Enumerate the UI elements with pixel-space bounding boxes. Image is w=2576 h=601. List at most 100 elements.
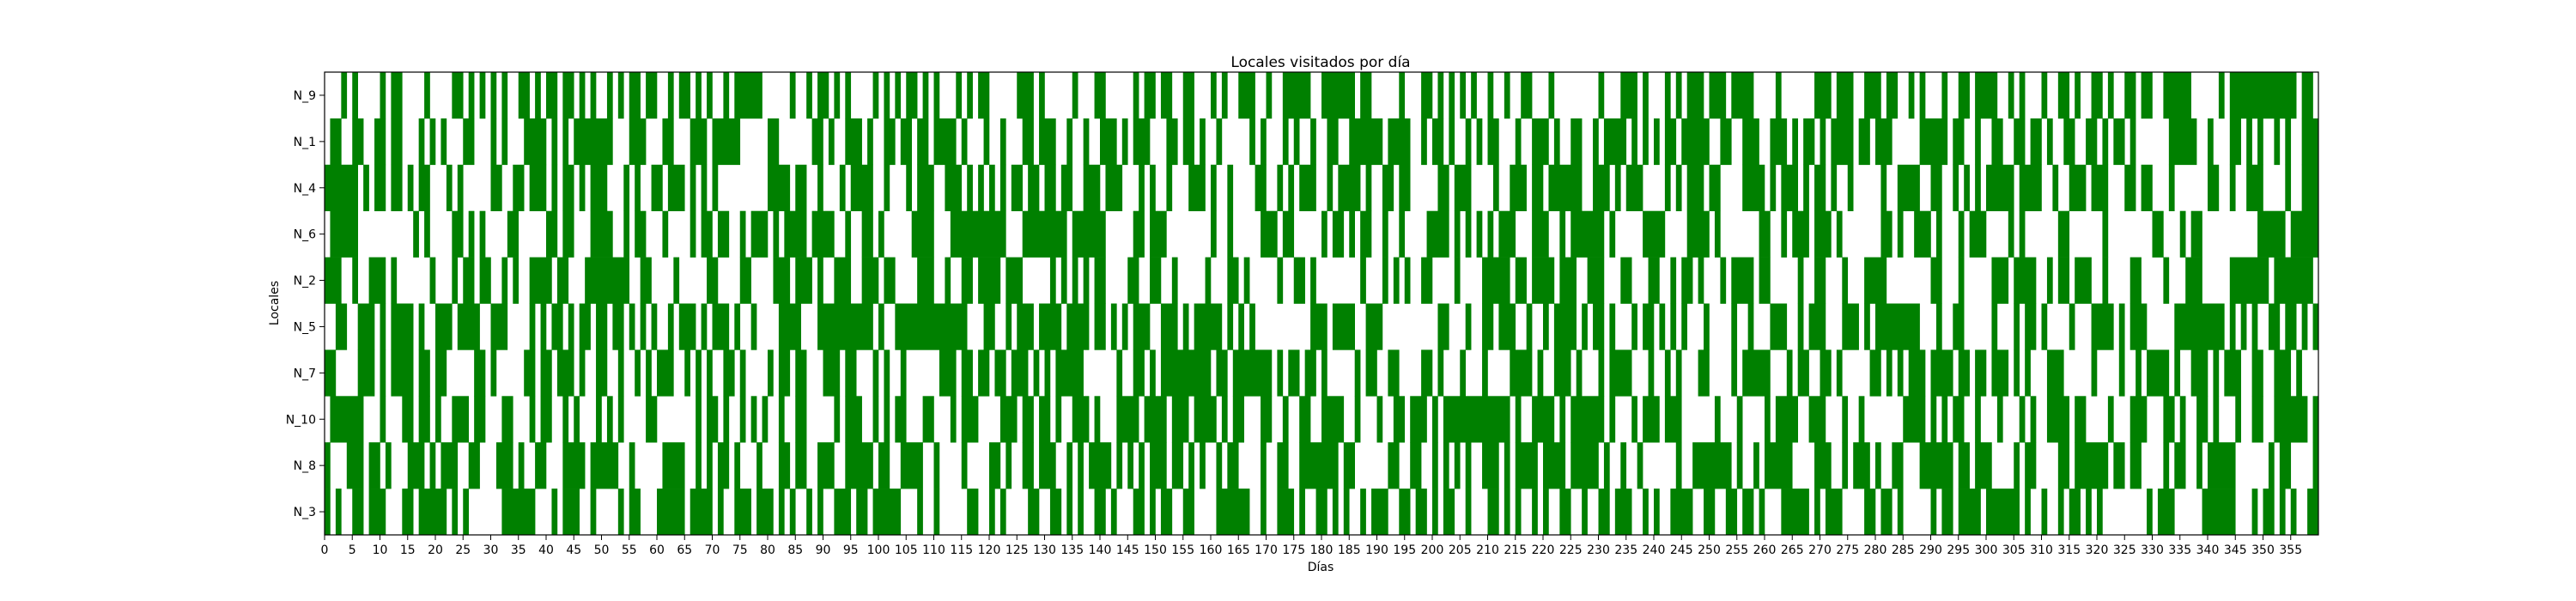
- visit-cell: [418, 303, 425, 350]
- visit-cell: [2097, 489, 2103, 536]
- visit-cell: [1382, 210, 1388, 258]
- visit-cell: [1831, 164, 1838, 211]
- visit-cell: [1039, 396, 1051, 443]
- visit-cell: [1587, 257, 1605, 304]
- visit-cell: [678, 72, 690, 119]
- visit-cell: [1449, 72, 1455, 119]
- visit-cell: [950, 210, 1006, 258]
- visit-cell: [402, 489, 414, 536]
- visit-cell: [1864, 303, 1870, 350]
- visit-cell: [1066, 303, 1090, 350]
- visit-cell: [1321, 210, 1327, 258]
- visit-cell: [2257, 210, 2286, 258]
- visit-cell: [917, 118, 929, 166]
- visit-cell: [768, 349, 774, 397]
- visit-cell: [1160, 349, 1212, 397]
- visit-cell: [1182, 118, 1194, 166]
- visit-cell: [1487, 72, 1494, 119]
- visit-cell: [1664, 349, 1671, 397]
- visit-cell: [1559, 489, 1571, 536]
- visit-cell: [1543, 442, 1566, 489]
- visit-cell: [939, 349, 957, 397]
- visit-cell: [590, 489, 597, 536]
- visit-cell: [2213, 349, 2220, 397]
- x-tick-label: 315: [2057, 543, 2081, 557]
- visit-cell: [1643, 118, 1649, 166]
- visit-cell: [1842, 257, 1849, 304]
- visit-cell: [562, 118, 569, 166]
- visit-cell: [2057, 72, 2070, 119]
- visit-cell: [551, 303, 563, 350]
- visit-cell: [617, 489, 624, 536]
- visit-cell: [950, 396, 957, 443]
- visit-cell: [2057, 489, 2064, 536]
- visit-cell: [1343, 489, 1350, 536]
- visit-cell: [1044, 164, 1056, 211]
- visit-cell: [1299, 164, 1316, 211]
- visit-cell: [806, 489, 812, 536]
- visit-cell: [2075, 442, 2109, 489]
- visit-cell: [1321, 349, 1327, 397]
- visit-cell: [1022, 118, 1034, 166]
- visit-cell: [635, 210, 647, 258]
- visit-cell: [440, 118, 447, 166]
- visit-cell: [1133, 210, 1145, 258]
- visit-cell: [385, 442, 392, 489]
- visit-cell: [723, 72, 730, 119]
- visit-cell: [1930, 396, 1937, 443]
- visit-cell: [529, 396, 536, 443]
- visit-cell: [834, 489, 852, 536]
- visit-cell: [2107, 72, 2114, 119]
- visit-cell: [1460, 72, 1466, 119]
- visit-cell: [1399, 72, 1406, 119]
- visit-cell: [1277, 489, 1295, 536]
- visit-cell: [696, 442, 702, 489]
- visit-cell: [1144, 396, 1167, 443]
- visit-cell: [811, 118, 823, 166]
- visit-cell: [2129, 257, 2142, 304]
- visit-cell: [562, 164, 574, 211]
- visit-cell: [2019, 72, 2026, 119]
- visit-cell: [1614, 164, 1621, 211]
- visit-cell: [368, 489, 386, 536]
- visit-cell: [1614, 489, 1632, 536]
- visit-cell: [551, 489, 558, 536]
- chart-title: Locales visitados por día: [1230, 54, 1410, 71]
- visit-cell: [2229, 303, 2236, 350]
- visit-cell: [1133, 303, 1151, 350]
- visit-cell: [640, 303, 647, 350]
- visit-cell: [756, 442, 762, 489]
- visit-cell: [1720, 257, 1727, 304]
- x-tick-label: 40: [538, 543, 554, 557]
- x-tick-label: 300: [1975, 543, 1998, 557]
- visit-cell: [2196, 442, 2202, 489]
- visit-cell: [518, 72, 530, 119]
- visit-cell: [490, 72, 497, 119]
- x-tick-label: 345: [2224, 543, 2247, 557]
- visit-cell: [1886, 349, 1893, 397]
- visit-cell: [452, 489, 459, 536]
- x-tick-label: 10: [373, 543, 388, 557]
- visit-cell: [490, 303, 508, 350]
- visit-cell: [1686, 72, 1704, 119]
- visit-cell: [983, 118, 990, 166]
- visit-cell: [967, 164, 973, 211]
- x-tick-label: 275: [1836, 543, 1859, 557]
- visit-cell: [1814, 257, 1826, 304]
- visit-cell: [1875, 118, 1893, 166]
- visit-cell: [1482, 349, 1488, 397]
- visit-cell: [1631, 118, 1637, 166]
- visit-cell: [2129, 303, 2148, 350]
- visit-cell: [662, 210, 669, 258]
- y-axis-label: Locales: [268, 281, 282, 325]
- x-tick-label: 115: [950, 543, 973, 557]
- x-tick-label: 150: [1144, 543, 1167, 557]
- visit-cell: [2301, 303, 2308, 350]
- visit-cell: [734, 442, 741, 489]
- visit-cell: [1332, 210, 1345, 258]
- x-tick-label: 165: [1227, 543, 1250, 557]
- x-tick-label: 100: [867, 543, 890, 557]
- x-tick-label: 190: [1365, 543, 1388, 557]
- visit-cell: [330, 396, 364, 443]
- visit-cell: [1637, 442, 1643, 489]
